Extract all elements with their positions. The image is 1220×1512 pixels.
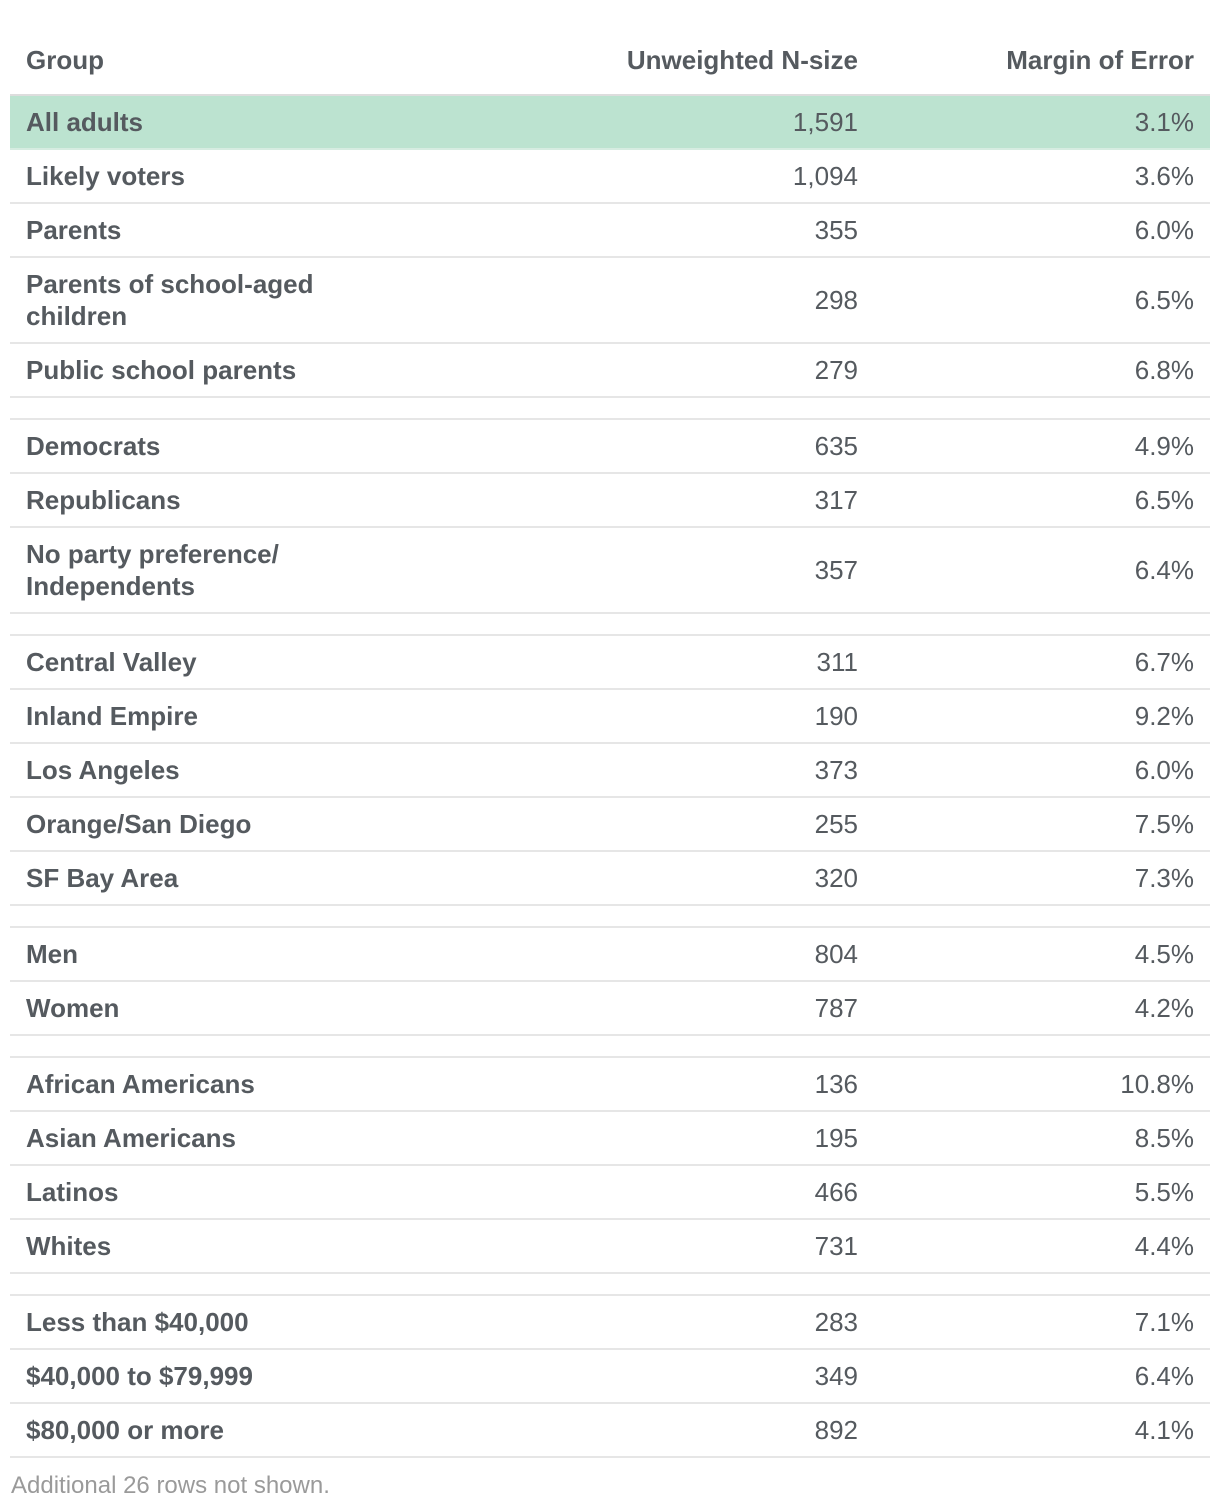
group-cell: Republicans <box>26 485 181 515</box>
n-size-cell: 298 <box>814 285 858 315</box>
group-cell: Men <box>26 939 78 969</box>
margin-of-error-cell: 7.3% <box>1134 863 1194 893</box>
n-size-cell: 892 <box>814 1415 858 1445</box>
table-spacer-row <box>10 906 1210 928</box>
group-cell: Asian Americans <box>26 1123 237 1153</box>
n-size-cell: 317 <box>814 485 858 515</box>
margin-of-error-cell: 6.5% <box>1134 485 1194 515</box>
margin-of-error-cell: 10.8% <box>1120 1069 1194 1099</box>
table-row: SF Bay Area 320 7.3% <box>10 852 1210 906</box>
table-row-highlighted: All adults 1,591 3.1% <box>10 96 1210 150</box>
table-spacer-row <box>10 614 1210 636</box>
table-row: African Americans 136 10.8% <box>10 1058 1210 1112</box>
margin-of-error-cell: 6.0% <box>1134 215 1194 245</box>
margin-of-error-cell: 4.4% <box>1134 1231 1194 1261</box>
margin-of-error-cell: 3.1% <box>1134 107 1194 137</box>
table-row: Whites 731 4.4% <box>10 1220 1210 1274</box>
n-size-cell: 311 <box>816 647 858 677</box>
table-row: Republicans 317 6.5% <box>10 474 1210 528</box>
n-size-cell: 355 <box>814 215 858 245</box>
table-row: Inland Empire 190 9.2% <box>10 690 1210 744</box>
n-size-cell: 195 <box>814 1123 858 1153</box>
group-cell: Latinos <box>26 1177 119 1207</box>
table-row: $80,000 or more 892 4.1% <box>10 1404 1210 1458</box>
margin-of-error-cell: 4.2% <box>1134 993 1194 1023</box>
group-cell: All adults <box>26 107 144 137</box>
table-row: Women 787 4.2% <box>10 982 1210 1036</box>
group-cell: Parents <box>26 215 122 245</box>
n-size-cell: 466 <box>814 1177 858 1207</box>
margin-of-error-cell: 7.5% <box>1134 809 1194 839</box>
n-size-cell: 357 <box>814 555 858 585</box>
table-row: Parents 355 6.0% <box>10 204 1210 258</box>
group-cell: Inland Empire <box>26 701 198 731</box>
n-size-cell: 349 <box>814 1361 858 1391</box>
n-size-cell: 1,094 <box>792 161 858 191</box>
margin-of-error-cell: 6.7% <box>1134 647 1194 677</box>
column-header-margin-of-error: Margin of Error <box>1006 45 1194 75</box>
n-size-cell: 320 <box>814 863 858 893</box>
survey-table: Group Unweighted N-size Margin of Error … <box>10 0 1210 1458</box>
group-cell: Public school parents <box>26 355 297 385</box>
group-cell: $40,000 to $79,999 <box>26 1361 253 1391</box>
n-size-cell: 279 <box>814 355 858 385</box>
n-size-cell: 1,591 <box>792 107 858 137</box>
margin-of-error-cell: 3.6% <box>1134 161 1194 191</box>
margin-of-error-cell: 4.1% <box>1134 1415 1194 1445</box>
n-size-cell: 136 <box>814 1069 858 1099</box>
table-row: Asian Americans 195 8.5% <box>10 1112 1210 1166</box>
table-row: Public school parents 279 6.8% <box>10 344 1210 398</box>
n-size-cell: 255 <box>814 809 858 839</box>
table-row: Los Angeles 373 6.0% <box>10 744 1210 798</box>
margin-of-error-cell: 4.9% <box>1134 431 1194 461</box>
n-size-cell: 731 <box>814 1231 858 1261</box>
n-size-cell: 635 <box>814 431 858 461</box>
margin-of-error-cell: 8.5% <box>1134 1123 1194 1153</box>
margin-of-error-cell: 6.0% <box>1134 755 1194 785</box>
group-cell: Orange/San Diego <box>26 809 252 839</box>
group-cell: Whites <box>26 1231 112 1261</box>
n-size-cell: 787 <box>814 993 858 1023</box>
footnote: Additional 26 rows not shown. <box>11 1472 330 1499</box>
table-spacer-row <box>10 1036 1210 1058</box>
margin-of-error-cell: 4.5% <box>1134 939 1194 969</box>
group-cell: Parents of school-aged children <box>26 269 314 331</box>
group-cell: SF Bay Area <box>26 863 179 893</box>
n-size-cell: 373 <box>814 755 858 785</box>
margin-of-error-cell: 6.4% <box>1134 555 1194 585</box>
margin-of-error-cell: 7.1% <box>1134 1307 1194 1337</box>
margin-of-error-cell: 6.8% <box>1134 355 1194 385</box>
margin-of-error-cell: 9.2% <box>1134 701 1194 731</box>
group-cell: No party preference/ Independents <box>26 539 279 601</box>
group-cell: Central Valley <box>26 647 197 677</box>
group-cell: $80,000 or more <box>26 1415 225 1445</box>
table-row: Latinos 466 5.5% <box>10 1166 1210 1220</box>
margin-of-error-cell: 6.5% <box>1134 285 1194 315</box>
table-row: Parents of school-aged children 298 6.5% <box>10 258 1210 344</box>
table-spacer-row <box>10 1274 1210 1296</box>
table-header-row: Group Unweighted N-size Margin of Error <box>10 0 1210 96</box>
group-cell: Women <box>26 993 120 1023</box>
table-row: No party preference/ Independents 357 6.4% <box>10 528 1210 614</box>
table-row: Men 804 4.5% <box>10 928 1210 982</box>
group-cell: Less than $40,000 <box>26 1307 249 1337</box>
table-row: $40,000 to $79,999 349 6.4% <box>10 1350 1210 1404</box>
margin-of-error-cell: 5.5% <box>1134 1177 1194 1207</box>
margin-of-error-cell: 6.4% <box>1134 1361 1194 1391</box>
n-size-cell: 283 <box>814 1307 858 1337</box>
n-size-cell: 804 <box>814 939 858 969</box>
table-spacer-row <box>10 398 1210 420</box>
table-row: Central Valley 311 6.7% <box>10 636 1210 690</box>
group-cell: Los Angeles <box>26 755 180 785</box>
table-row: Likely voters 1,094 3.6% <box>10 150 1210 204</box>
group-cell: Likely voters <box>26 161 185 191</box>
table-row: Orange/San Diego 255 7.5% <box>10 798 1210 852</box>
column-header-group: Group <box>26 45 104 75</box>
group-cell: African Americans <box>26 1069 255 1099</box>
column-header-n-size: Unweighted N-size <box>626 45 858 75</box>
table-row: Democrats 635 4.9% <box>10 420 1210 474</box>
group-cell: Democrats <box>26 431 161 461</box>
table-row: Less than $40,000 283 7.1% <box>10 1296 1210 1350</box>
n-size-cell: 190 <box>814 701 858 731</box>
